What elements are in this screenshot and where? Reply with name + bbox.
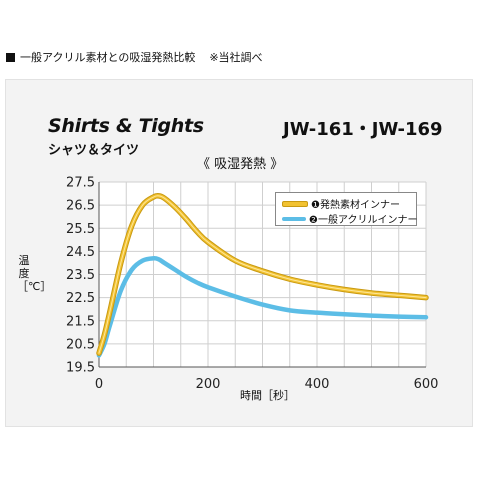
y-tick-label: 25.5 (66, 222, 95, 237)
chart-subtitle: 《 吸湿発熱 》 (197, 157, 284, 172)
y-tick-label: 22.5 (66, 291, 95, 306)
legend-label-1: ❶発熱素材インナー (311, 200, 400, 211)
y-tick-label: 20.5 (66, 337, 95, 352)
y-tick-label: 26.5 (66, 199, 95, 214)
x-tick-label: 600 (414, 377, 439, 392)
product-title-jp: シャツ＆タイツ (48, 143, 140, 158)
legend-item-2: ❷一般アクリルインナー (282, 211, 417, 226)
product-model: JW-161・JW-169 (283, 119, 443, 140)
product-title-en: Shirts & Tights (48, 115, 204, 137)
y-tick-label: 19.5 (66, 361, 95, 376)
y-tick-label: 24.5 (66, 245, 95, 260)
legend-item-1: ❶発熱素材インナー (282, 196, 400, 211)
series-lines (96, 192, 429, 358)
header-note: ※当社調べ (209, 51, 263, 64)
legend-label-2: ❷一般アクリルインナー (309, 215, 418, 226)
x-tick-label: 200 (196, 377, 221, 392)
legend: ❶発熱素材インナー ❷一般アクリルインナー (275, 192, 417, 226)
header-square-icon (6, 52, 15, 62)
series-line-acrylic (96, 256, 429, 358)
y-tick-labels: 19.5 20.5 21.5 22.5 23.5 24.5 25.5 26.5 27.5 (66, 176, 95, 376)
legend-swatch-2 (282, 216, 306, 221)
y-tick-label: 21.5 (66, 314, 95, 329)
x-tick-labels: 0 200 400 600 (95, 377, 439, 392)
x-tick-label: 400 (305, 377, 330, 392)
x-tick-label: 0 (95, 377, 103, 392)
legend-swatch-1 (282, 200, 308, 207)
x-axis-label: 時間［秒］ (240, 389, 295, 402)
y-tick-label: 23.5 (66, 268, 95, 283)
header-title: 一般アクリル素材との吸湿発熱比較 (20, 51, 196, 64)
y-tick-label: 27.5 (66, 176, 95, 191)
section-header: 一般アクリル素材との吸湿発熱比較 ※当社調べ (6, 49, 263, 65)
series-line-heat-highlight (98, 195, 427, 354)
